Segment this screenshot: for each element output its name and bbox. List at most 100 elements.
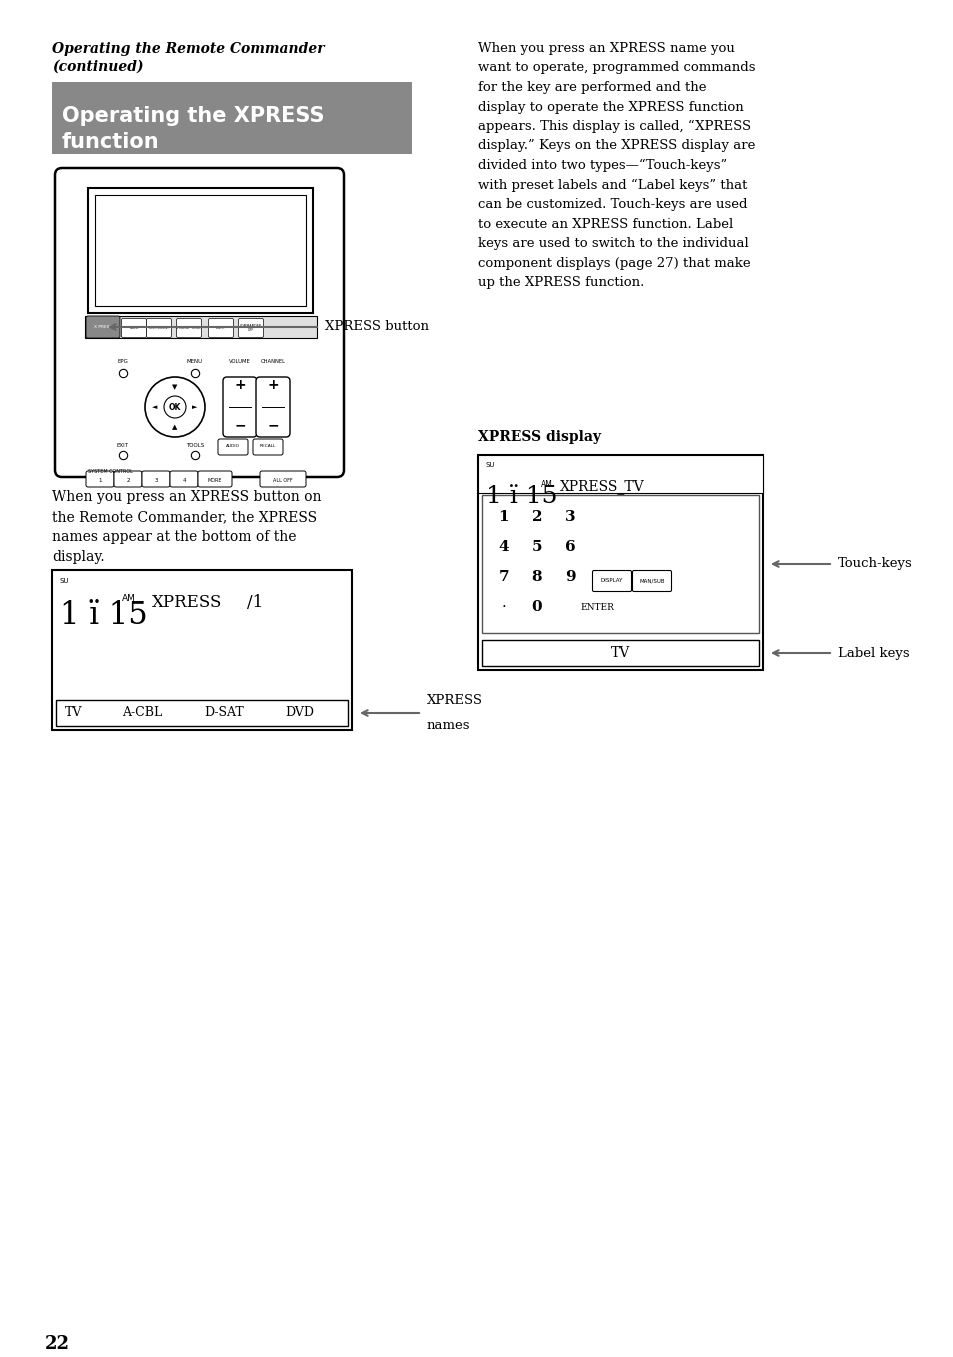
Bar: [52, 570, 352, 730]
Text: RECALL: RECALL: [259, 444, 276, 448]
Text: ▲: ▲: [172, 423, 177, 430]
Text: 7: 7: [498, 570, 509, 584]
FancyBboxPatch shape: [147, 319, 172, 338]
Text: names: names: [427, 719, 470, 731]
Text: 1 ї 15: 1 ї 15: [485, 484, 557, 508]
Text: ◄: ◄: [152, 404, 157, 410]
FancyBboxPatch shape: [255, 377, 290, 437]
Text: 2: 2: [531, 510, 541, 524]
Text: EXIT: EXIT: [117, 442, 129, 448]
Text: names appear at the bottom of the: names appear at the bottom of the: [52, 531, 296, 544]
Text: want to operate, programmed commands: want to operate, programmed commands: [477, 61, 755, 75]
Text: component displays (page 27) that make: component displays (page 27) that make: [477, 256, 750, 270]
Bar: [56, 700, 348, 726]
Text: When you press an XPRESS button on: When you press an XPRESS button on: [52, 490, 321, 503]
Bar: [477, 455, 762, 493]
Text: AM: AM: [122, 594, 135, 603]
FancyBboxPatch shape: [592, 570, 631, 592]
Text: D-SAT: D-SAT: [204, 707, 244, 719]
Text: LIGHT: LIGHT: [215, 326, 226, 330]
FancyBboxPatch shape: [223, 377, 256, 437]
Text: 3: 3: [154, 478, 157, 483]
Text: −: −: [267, 418, 278, 432]
Text: AUDIO: AUDIO: [226, 444, 240, 448]
Text: XPRESS_TV: XPRESS_TV: [559, 479, 644, 494]
FancyBboxPatch shape: [86, 316, 120, 338]
FancyBboxPatch shape: [253, 440, 283, 455]
Text: ►: ►: [193, 404, 197, 410]
Text: ▼: ▼: [172, 384, 177, 389]
Text: EPG: EPG: [117, 360, 129, 364]
Text: SYSTEM CONTROL: SYSTEM CONTROL: [88, 470, 132, 474]
Text: ALL OFF: ALL OFF: [273, 478, 293, 483]
Bar: [477, 455, 762, 670]
Text: 22: 22: [45, 1335, 70, 1353]
Text: 2: 2: [126, 478, 130, 483]
FancyBboxPatch shape: [113, 471, 142, 487]
FancyBboxPatch shape: [198, 471, 232, 487]
Text: Label keys: Label keys: [837, 646, 908, 660]
Text: A-CBL: A-CBL: [122, 707, 162, 719]
Text: (continued): (continued): [52, 60, 144, 75]
Text: When you press an XPRESS name you: When you press an XPRESS name you: [477, 42, 734, 56]
Text: 8: 8: [531, 570, 541, 584]
Text: 1: 1: [98, 478, 102, 483]
Text: 4: 4: [182, 478, 186, 483]
FancyBboxPatch shape: [238, 319, 263, 338]
Text: BACK: BACK: [130, 326, 138, 330]
Bar: [481, 495, 759, 632]
Text: 9: 9: [564, 570, 575, 584]
Text: VOLUME: VOLUME: [229, 360, 251, 364]
Text: Operating the XPRESS: Operating the XPRESS: [62, 106, 324, 126]
Text: XPRESS: XPRESS: [427, 693, 482, 707]
Text: display to operate the XPRESS function: display to operate the XPRESS function: [477, 100, 743, 114]
FancyBboxPatch shape: [218, 440, 248, 455]
Text: XPRESS button: XPRESS button: [325, 320, 429, 334]
Text: XPRESS display: XPRESS display: [477, 430, 600, 444]
FancyBboxPatch shape: [170, 471, 198, 487]
Bar: [481, 641, 759, 666]
FancyBboxPatch shape: [121, 319, 147, 338]
Text: ·: ·: [501, 600, 506, 613]
Text: COMMANDER
OFF: COMMANDER OFF: [240, 324, 262, 332]
Text: COMPONENT: COMPONENT: [149, 326, 170, 330]
Text: TV: TV: [610, 646, 630, 660]
FancyBboxPatch shape: [209, 319, 233, 338]
Text: X PRESS: X PRESS: [93, 324, 112, 328]
Text: divided into two types—“Touch-keys”: divided into two types—“Touch-keys”: [477, 159, 726, 172]
Text: 5: 5: [531, 540, 541, 554]
Text: appears. This display is called, “XPRESS: appears. This display is called, “XPRESS: [477, 119, 750, 133]
FancyBboxPatch shape: [632, 570, 671, 592]
Text: /1: /1: [247, 594, 263, 611]
Text: up the XPRESS function.: up the XPRESS function.: [477, 275, 643, 289]
Bar: [85, 316, 316, 338]
FancyBboxPatch shape: [86, 471, 113, 487]
Text: 3: 3: [564, 510, 575, 524]
Text: can be customized. Touch-keys are used: can be customized. Touch-keys are used: [477, 198, 747, 210]
FancyBboxPatch shape: [176, 319, 201, 338]
Text: XPRESS: XPRESS: [152, 594, 222, 611]
FancyBboxPatch shape: [142, 471, 170, 487]
Text: 1: 1: [498, 510, 509, 524]
Text: 1 ї 15: 1 ї 15: [60, 600, 148, 631]
Text: CHANNEL: CHANNEL: [260, 360, 285, 364]
Text: with preset labels and “Label keys” that: with preset labels and “Label keys” that: [477, 179, 746, 191]
Text: Operating the Remote Commander: Operating the Remote Commander: [52, 42, 324, 56]
Text: keys are used to switch to the individual: keys are used to switch to the individua…: [477, 237, 748, 250]
Text: MENU: MENU: [187, 360, 203, 364]
Text: for the key are performed and the: for the key are performed and the: [477, 81, 706, 94]
Text: Touch-keys: Touch-keys: [837, 558, 912, 570]
FancyBboxPatch shape: [260, 471, 306, 487]
Text: DISPLAY: DISPLAY: [600, 578, 622, 584]
Text: AM: AM: [540, 480, 553, 489]
Text: MAN/SUB: MAN/SUB: [639, 578, 664, 584]
Bar: [52, 81, 412, 153]
Text: SU: SU: [60, 578, 70, 584]
Text: display.” Keys on the XPRESS display are: display.” Keys on the XPRESS display are: [477, 140, 755, 152]
Text: to execute an XPRESS function. Label: to execute an XPRESS function. Label: [477, 217, 733, 231]
Text: 6: 6: [564, 540, 575, 554]
Text: SYNC-UP TIMER: SYNC-UP TIMER: [176, 326, 201, 330]
Text: display.: display.: [52, 550, 105, 565]
Text: −: −: [233, 418, 246, 432]
Text: the Remote Commander, the XPRESS: the Remote Commander, the XPRESS: [52, 510, 316, 524]
